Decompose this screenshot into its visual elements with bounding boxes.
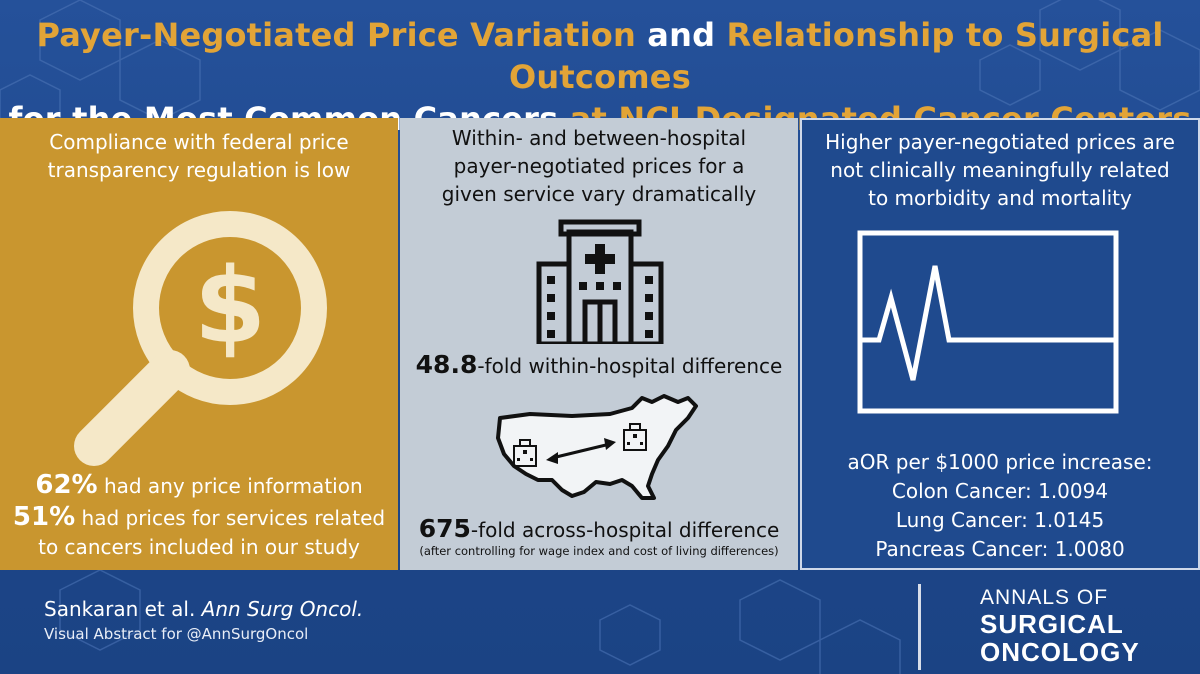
stat-any-price: 62% had any price information <box>0 470 398 501</box>
journal-logo: ANNALS OF SURGICAL ONCOLOGY <box>980 586 1140 666</box>
across-value: 675 <box>418 514 471 543</box>
magnifier-dollar-icon: $ <box>74 211 327 466</box>
footer-citation: Sankaran et al. Ann Surg Oncol. Visual A… <box>44 596 363 646</box>
within-text: -fold within-hospital difference <box>477 354 783 378</box>
panel-price-transparency: Compliance with federal price transparen… <box>0 118 398 570</box>
within-hospital-stat: 48.8-fold within-hospital difference <box>400 350 798 379</box>
stat2-text-line2: to cancers included in our study <box>38 535 360 559</box>
hospital-icon <box>536 219 664 344</box>
stat2-value: 51% <box>12 502 76 532</box>
journal-line-1: ANNALS OF <box>980 586 1109 609</box>
citation-authors: Sankaran et al. <box>44 597 202 621</box>
panel-price-variation: Within- and between-hospital payer-negot… <box>400 118 798 570</box>
across-text: -fold across-hospital difference <box>470 518 780 542</box>
title-line-1-gold-a: Payer-Negotiated Price Variation <box>36 16 636 54</box>
title-line-1: Payer-Negotiated Price Variation and Rel… <box>0 14 1200 98</box>
journal-line-2: SURGICAL <box>980 609 1124 639</box>
footer-divider <box>918 584 921 670</box>
stat1-text: had any price information <box>97 474 363 498</box>
citation-journal: Ann Surg Oncol. <box>201 597 364 621</box>
aor-pancreas: Pancreas Cancer: 1.0080 <box>875 537 1125 561</box>
panel1-heading: Compliance with federal price transparen… <box>47 130 351 182</box>
aor-heading: aOR per $1000 price increase: <box>847 450 1153 474</box>
panel3-heading: Higher payer-negotiated prices are not c… <box>825 130 1175 210</box>
panel2-heading: Within- and between-hospital payer-negot… <box>441 126 757 206</box>
title-line-1-white: and <box>635 16 727 54</box>
journal-line-3: ONCOLOGY <box>980 637 1140 667</box>
citation: Sankaran et al. Ann Surg Oncol. <box>44 596 363 622</box>
aor-lung: Lung Cancer: 1.0145 <box>895 508 1105 532</box>
adjustment-note: (after controlling for wage index and co… <box>419 544 779 558</box>
stat1-value: 62% <box>35 470 98 500</box>
panel-outcomes: Higher payer-negotiated prices are not c… <box>800 118 1200 570</box>
heart-monitor-icon <box>857 230 1119 414</box>
across-hospital-stat: 675-fold across-hospital difference <box>400 514 798 543</box>
aor-colon: Colon Cancer: 1.0094 <box>891 479 1109 503</box>
svg-text:$: $ <box>194 245 266 367</box>
title-line-1-gold-b: Relationship to Surgical Outcomes <box>509 16 1164 96</box>
visual-abstract-credit: Visual Abstract for @AnnSurgOncol <box>44 625 309 643</box>
stat-cancer-prices: 51% had prices for services related <box>0 502 398 533</box>
within-value: 48.8 <box>415 350 478 379</box>
us-map-icon <box>496 394 698 500</box>
stat2-text: had prices for services related <box>75 506 386 530</box>
